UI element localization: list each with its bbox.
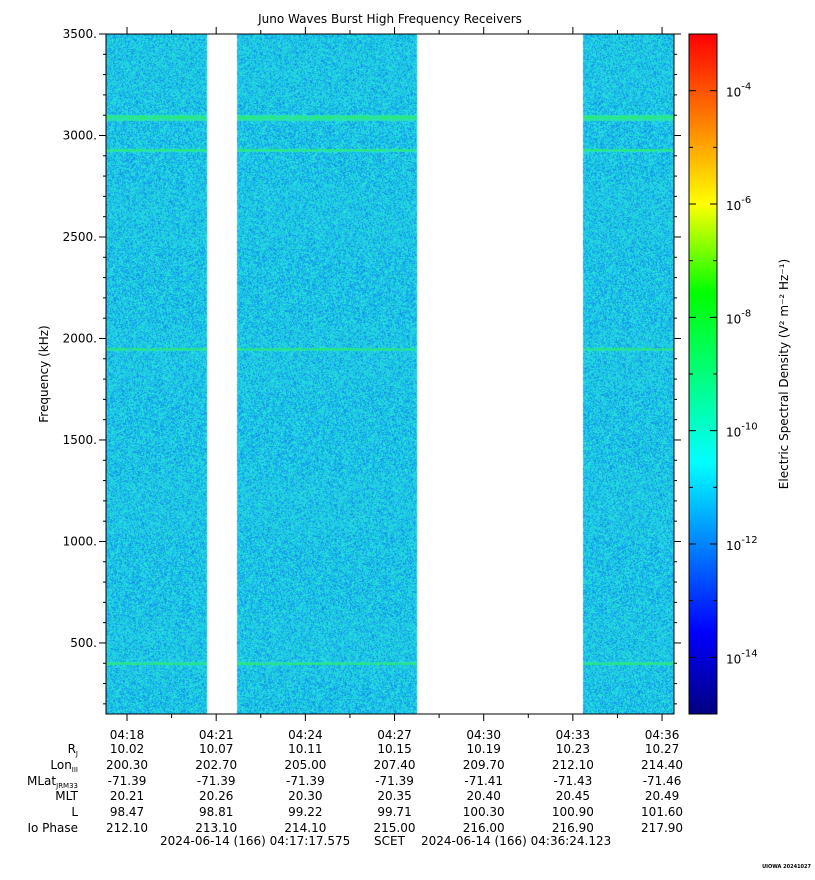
x-tick-label: 04:24 <box>288 728 323 742</box>
ephemeris-value: -71.41 <box>464 773 504 788</box>
ephemeris-value: -71.46 <box>642 773 682 788</box>
y-tick-label: 500. <box>70 636 97 650</box>
y-tick-label: 2500. <box>63 230 97 244</box>
scet-start-time: 2024-06-14 (166) 04:17:17.575 <box>160 834 351 848</box>
ephemeris-value: 217.90 <box>641 821 684 835</box>
version-stamp: UIOWA 20241027 <box>762 864 811 870</box>
ephemeris-value: 10.27 <box>644 742 680 756</box>
ephemeris-value: 20.26 <box>199 789 234 804</box>
x-tick-label: 04:36 <box>644 728 680 742</box>
ephemeris-value: 216.00 <box>462 821 505 835</box>
ephemeris-value: 10.19 <box>466 742 501 756</box>
y-tick-label: 1000. <box>63 534 97 548</box>
scet-end-time: 2024-06-14 (166) 04:36:24.123 <box>421 834 612 848</box>
ephemeris-value: 10.07 <box>199 742 234 756</box>
ephemeris-row-label: MLT <box>55 789 78 804</box>
y-tick-label: 3500. <box>63 27 97 41</box>
colorbar-tick-label: 10-10 <box>726 422 758 440</box>
colorbar-tick-label: 10-4 <box>726 82 751 100</box>
ephemeris-value: 20.40 <box>466 789 501 804</box>
ephemeris-value: 98.47 <box>109 805 145 820</box>
ephemeris-value: 10.23 <box>555 742 591 756</box>
ephemeris-value: 202.70 <box>195 757 238 772</box>
ephemeris-value: 212.10 <box>106 821 149 835</box>
y-tick-label: 1500. <box>63 433 97 447</box>
ephemeris-value: 99.71 <box>377 805 412 820</box>
colorbar-tick-label: 10-12 <box>726 535 758 553</box>
colorbar <box>688 33 718 715</box>
ephemeris-value: 212.10 <box>551 757 594 772</box>
y-axis-label: Frequency (kHz) <box>37 325 51 422</box>
ephemeris-value: -71.39 <box>375 773 414 788</box>
colorbar-tick-label: 10-8 <box>726 308 751 326</box>
ephemeris-value: 100.90 <box>551 805 594 820</box>
x-tick-label: 04:27 <box>377 728 412 742</box>
x-tick-label: 04:18 <box>109 728 145 742</box>
ephemeris-value: 216.90 <box>551 821 594 835</box>
ephemeris-row-label: LonIII <box>50 757 78 774</box>
ephemeris-value: -71.39 <box>196 773 236 788</box>
x-tick-label: 04:33 <box>555 728 591 742</box>
ephemeris-value: 20.45 <box>555 789 591 804</box>
ephemeris-row-label: L <box>71 805 78 820</box>
ephemeris-value: 205.00 <box>284 757 327 772</box>
ephemeris-value: 20.30 <box>288 789 323 804</box>
ephemeris-value: 20.35 <box>377 789 412 804</box>
spectrogram-plot <box>106 34 674 714</box>
x-tick-label: 04:21 <box>198 728 234 742</box>
colorbar-label: Electric Spectral Density (V² m⁻² Hz⁻¹) <box>777 259 791 489</box>
ephemeris-row-label: MLatJRM33 <box>27 773 78 790</box>
ephemeris-value: 99.22 <box>288 805 323 820</box>
ephemeris-value: 10.15 <box>377 742 412 756</box>
ephemeris-value: 20.21 <box>109 789 145 804</box>
ephemeris-value: 98.81 <box>199 805 234 820</box>
colorbar-tick-label: 10-14 <box>726 648 758 666</box>
ephemeris-value: 207.40 <box>373 757 416 772</box>
ephemeris-row-label: Io Phase <box>27 821 78 835</box>
ephemeris-value: 20.49 <box>644 789 680 804</box>
y-tick-label: 3000. <box>63 128 97 142</box>
ephemeris-value: 200.30 <box>106 757 149 772</box>
ephemeris-value: 101.60 <box>641 805 684 820</box>
ephemeris-value: 215.00 <box>373 821 416 835</box>
ephemeris-value: 10.02 <box>109 742 145 756</box>
ephemeris-value: -71.39 <box>107 773 147 788</box>
ephemeris-row-label: RJ <box>67 742 78 758</box>
ephemeris-value: 214.40 <box>641 757 684 772</box>
ephemeris-value: -71.39 <box>286 773 325 788</box>
ephemeris-value: 213.10 <box>195 821 238 835</box>
chart-title: Juno Waves Burst High Frequency Receiver… <box>258 12 522 26</box>
ephemeris-value: 214.10 <box>284 821 327 835</box>
y-tick-label: 2000. <box>63 331 97 345</box>
ephemeris-value: 10.11 <box>288 742 323 756</box>
ephemeris-value: 209.70 <box>462 757 505 772</box>
ephemeris-value: -71.43 <box>553 773 593 788</box>
colorbar-tick-label: 10-6 <box>726 195 751 213</box>
ephemeris-value: 100.30 <box>462 805 505 820</box>
plot-frame <box>105 33 675 715</box>
x-tick-label: 04:30 <box>466 728 501 742</box>
scet-label: SCET <box>374 834 405 848</box>
